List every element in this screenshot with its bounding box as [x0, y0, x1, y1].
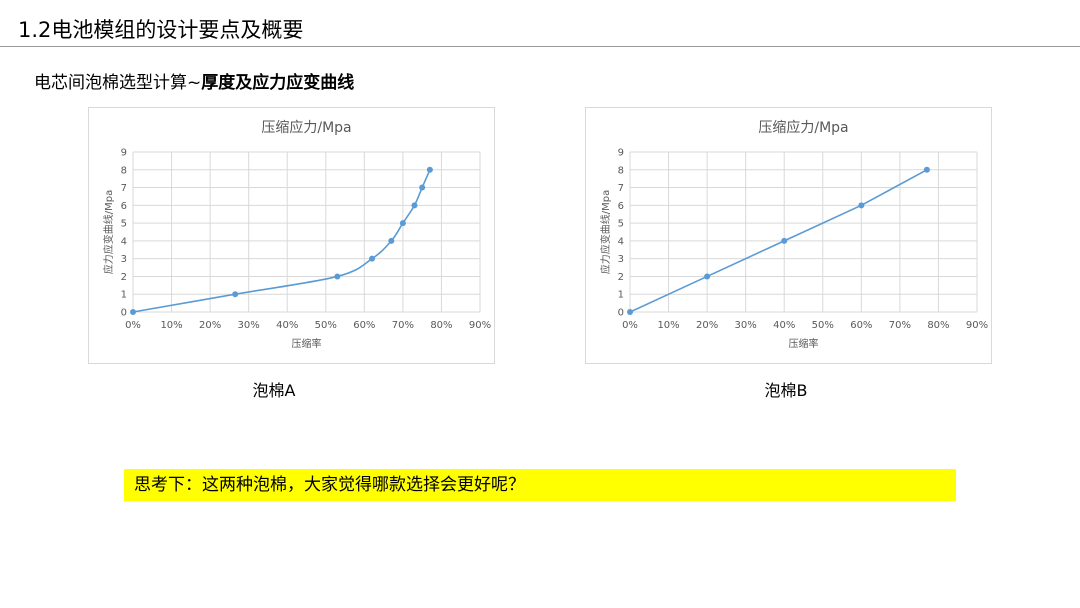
data-point: [781, 237, 788, 244]
y-tick-label: 7: [121, 183, 127, 194]
x-tick-label: 70%: [889, 320, 911, 331]
y-tick-label: 9: [121, 148, 127, 159]
y-axis-label: 应力应变曲线/Mpa: [102, 190, 115, 274]
x-tick-label: 40%: [773, 320, 795, 331]
data-point: [858, 202, 865, 209]
y-tick-label: 3: [618, 254, 624, 265]
x-tick-label: 0%: [125, 320, 141, 331]
x-tick-label: 70%: [392, 320, 414, 331]
chart-title: 压缩应力/Mpa: [261, 119, 351, 136]
data-point: [704, 273, 711, 280]
y-tick-label: 4: [618, 236, 624, 247]
x-tick-label: 10%: [657, 320, 679, 331]
x-tick-label: 20%: [199, 320, 221, 331]
y-tick-label: 2: [121, 272, 127, 283]
subtitle-bold-text: 厚度及应力应变曲线: [201, 73, 355, 93]
x-tick-label: 10%: [160, 320, 182, 331]
y-tick-label: 8: [121, 165, 127, 176]
x-tick-label: 30%: [735, 320, 757, 331]
page-title: 1.2电池模组的设计要点及概要: [18, 18, 304, 42]
x-tick-label: 50%: [812, 320, 834, 331]
x-tick-label: 50%: [315, 320, 337, 331]
data-point: [426, 166, 433, 173]
series-line: [132, 169, 431, 313]
y-tick-label: 0: [618, 308, 624, 319]
y-tick-label: 6: [121, 201, 127, 212]
y-tick-label: 8: [618, 165, 624, 176]
title-divider: [0, 46, 1080, 47]
x-tick-label: 90%: [966, 320, 988, 331]
data-point: [369, 255, 376, 262]
x-tick-label: 60%: [850, 320, 872, 331]
data-point: [388, 237, 395, 244]
question-banner: 思考下：这两种泡棉，大家觉得哪款选择会更好呢？: [124, 469, 956, 501]
y-tick-label: 9: [618, 148, 624, 159]
x-axis-label: 压缩率: [789, 337, 819, 350]
y-tick-label: 1: [121, 290, 127, 301]
x-tick-label: 90%: [469, 320, 491, 331]
x-tick-label: 60%: [353, 320, 375, 331]
y-tick-label: 3: [121, 254, 127, 265]
x-tick-label: 0%: [622, 320, 638, 331]
data-point: [399, 220, 406, 227]
x-tick-label: 30%: [238, 320, 260, 331]
data-point: [419, 184, 426, 191]
y-tick-label: 5: [618, 219, 624, 230]
y-axis-label: 应力应变曲线/Mpa: [599, 190, 612, 274]
chart-b-container: 压缩应力/Mpa 0 1 2 3 4 5 6 7 8 9 0% 10% 20% 30% 40% 50% 60% 70…: [585, 107, 992, 364]
chart-a-container: 压缩应力/Mpa 0 1 2 3 4 5 6 7 8 9 0% 10% 20% 30% 40% 50% 60% 70…: [88, 107, 495, 364]
section-subtitle: 电芯间泡棉选型计算~厚度及应力应变曲线: [34, 68, 354, 93]
y-tick-label: 5: [121, 219, 127, 230]
data-point: [411, 202, 418, 209]
subtitle-normal-text: 电芯间泡棉选型计算~: [34, 73, 202, 93]
chart-b-caption: 泡棉B: [764, 381, 808, 400]
data-point: [627, 309, 633, 315]
x-axis-label: 压缩率: [292, 337, 322, 350]
y-tick-label: 4: [121, 236, 127, 247]
y-tick-label: 7: [618, 183, 624, 194]
chart-a-caption: 泡棉A: [252, 381, 296, 400]
chart-title: 压缩应力/Mpa: [758, 119, 848, 136]
data-point: [130, 309, 136, 315]
data-point: [334, 273, 341, 280]
y-tick-label: 0: [121, 308, 127, 319]
x-tick-label: 80%: [927, 320, 949, 331]
x-tick-label: 40%: [276, 320, 298, 331]
x-tick-label: 20%: [696, 320, 718, 331]
y-tick-label: 6: [618, 201, 624, 212]
y-tick-label: 2: [618, 272, 624, 283]
data-point: [232, 291, 239, 298]
y-tick-label: 1: [618, 290, 624, 301]
x-tick-label: 80%: [430, 320, 452, 331]
data-point: [923, 166, 930, 173]
